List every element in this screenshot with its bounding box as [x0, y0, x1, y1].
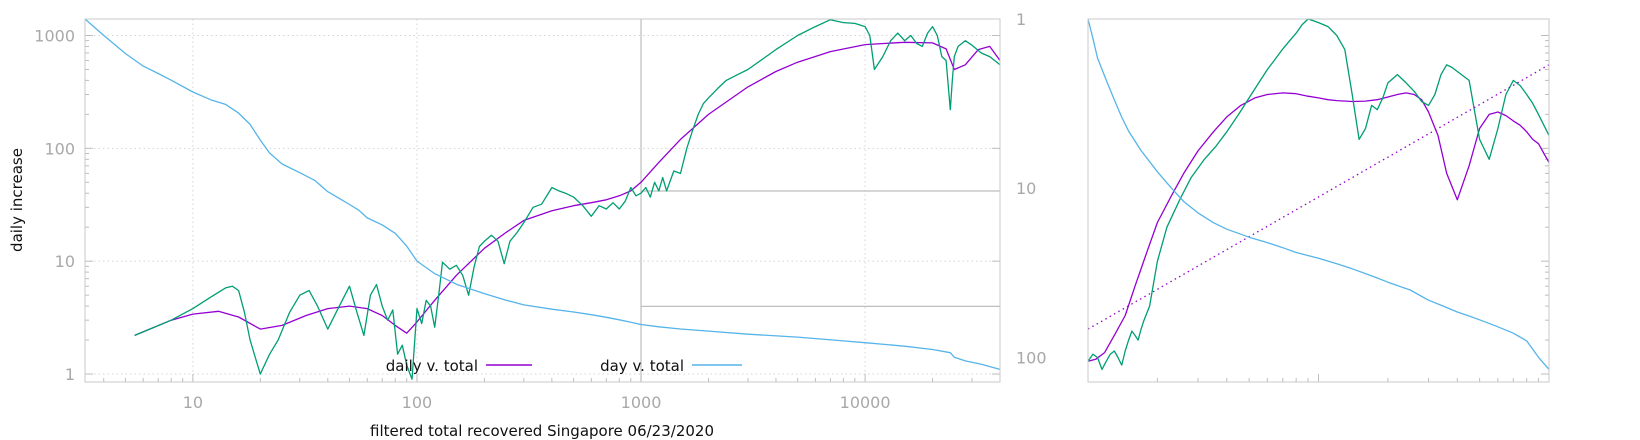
- series-day-v-total: [84, 18, 1001, 371]
- inset-series-day-v-total: [1087, 18, 1550, 370]
- x-tick-label: 10: [183, 393, 203, 412]
- y-tick-label: 1000: [34, 26, 75, 45]
- y2-tick-label: 100: [1016, 348, 1047, 367]
- inset-series-trend: [1087, 64, 1550, 330]
- y-tick-label: 1: [65, 365, 75, 384]
- legend-label-daily: daily v. total: [386, 357, 478, 375]
- main-gridlines: [85, 19, 1000, 382]
- main-plot-frame: [84, 18, 1001, 383]
- y-axis-label: daily increase: [8, 148, 26, 252]
- legend: daily v. total day v. total: [386, 357, 742, 375]
- y2-tick-label: 10: [1016, 179, 1036, 198]
- y-tick-label: 100: [44, 139, 75, 158]
- series-daily-smooth: [134, 41, 1001, 337]
- x-tick-labels: 10 100 1000 10000: [183, 393, 891, 412]
- inset-series-daily-smooth: [1087, 92, 1550, 362]
- legend-label-day: day v. total: [600, 357, 684, 375]
- main-ticks: [85, 34, 1001, 382]
- inset-series-daily-raw: [1087, 18, 1550, 371]
- y2-tick-label: 1: [1016, 10, 1026, 29]
- main-reference-lines: [640, 19, 1000, 382]
- y-tick-labels: 1 10 100 1000: [34, 26, 75, 384]
- main-series-group: [84, 18, 1001, 380]
- inset-ticks: [1156, 34, 1549, 382]
- x-tick-label: 1000: [621, 393, 662, 412]
- y2-tick-labels: 1 10 100: [1016, 10, 1047, 367]
- series-daily-raw: [134, 19, 1001, 380]
- inset-series-group: [1087, 18, 1550, 371]
- x-tick-label: 100: [402, 393, 433, 412]
- y-tick-label: 10: [55, 252, 75, 271]
- inset-plot-frame: [1087, 18, 1550, 383]
- x-tick-label: 10000: [840, 393, 891, 412]
- x-axis-label: filtered total recovered Singapore 06/23…: [370, 422, 714, 440]
